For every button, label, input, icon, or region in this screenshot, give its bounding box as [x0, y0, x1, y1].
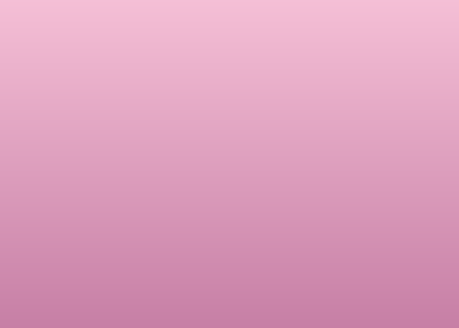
Title: AVERAGE NUMBER OF MASS SHOOTINGS EACH DAY IN U.S.: AVERAGE NUMBER OF MASS SHOOTINGS EACH DA…: [22, 11, 459, 24]
Bar: [43, 208, 65, 302]
Bar: [267, 92, 289, 302]
Bar: [341, 80, 364, 302]
Text: 1.13: 1.13: [228, 147, 254, 157]
Bar: [80, 188, 103, 302]
Text: 1.05: 1.05: [116, 157, 142, 167]
Text: 0.91: 0.91: [78, 175, 104, 185]
Text: 1.67: 1.67: [265, 79, 291, 89]
Text: 1.77: 1.77: [340, 67, 366, 77]
Text: 0.95: 0.95: [153, 170, 179, 180]
Text: 0.75: 0.75: [41, 195, 67, 205]
Bar: [379, 76, 401, 302]
Text: 1.89: 1.89: [302, 52, 328, 62]
Bar: [192, 187, 215, 302]
Bar: [230, 160, 252, 302]
Bar: [304, 65, 327, 302]
Bar: [155, 183, 177, 302]
Text: 1.34: 1.34: [414, 121, 440, 131]
Bar: [416, 134, 438, 302]
Text: 1.8: 1.8: [381, 63, 399, 73]
Text: 0.92: 0.92: [190, 174, 216, 183]
Bar: [118, 170, 140, 302]
